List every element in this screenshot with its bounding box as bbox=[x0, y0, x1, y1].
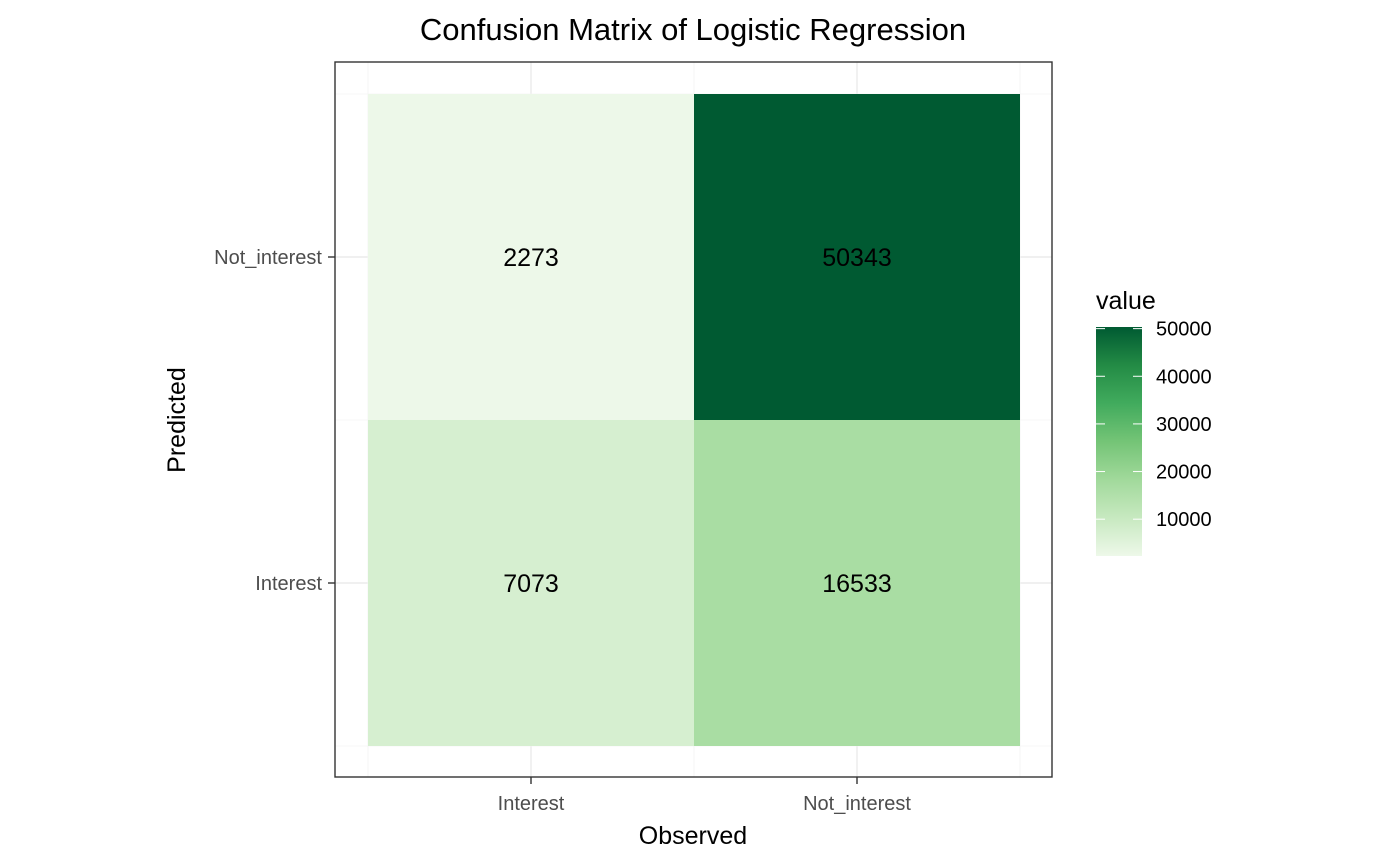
cell-value-label: 16533 bbox=[822, 570, 892, 598]
heatmap-cells: 2273 50343 7073 16533 bbox=[368, 94, 1020, 746]
x-axis-title: Observed bbox=[639, 822, 747, 850]
heatmap-cell bbox=[694, 420, 1020, 746]
heatmap-cell bbox=[368, 94, 694, 420]
legend-break-label: 30000 bbox=[1156, 414, 1212, 436]
y-axis: Interest Not_interest bbox=[214, 247, 335, 595]
heatmap-cell bbox=[694, 94, 1020, 420]
x-tick-label: Not_interest bbox=[803, 793, 911, 815]
cell-value-label: 7073 bbox=[503, 570, 559, 598]
legend-break-label: 40000 bbox=[1156, 366, 1212, 388]
cell-value-label: 50343 bbox=[822, 244, 892, 272]
panel-border bbox=[334, 61, 1053, 778]
chart-title: Confusion Matrix of Logistic Regression bbox=[420, 12, 966, 47]
y-tick-label: Interest bbox=[255, 573, 322, 595]
x-tick-label: Interest bbox=[498, 793, 565, 815]
legend-break-label: 20000 bbox=[1156, 462, 1212, 484]
x-axis: Interest Not_interest bbox=[498, 777, 911, 815]
heatmap-cell bbox=[368, 420, 694, 746]
y-axis-title: Predicted bbox=[163, 367, 191, 473]
legend-break-label: 50000 bbox=[1156, 319, 1212, 341]
cell-value-label: 2273 bbox=[503, 244, 559, 272]
legend-break-label: 10000 bbox=[1156, 509, 1212, 531]
color-legend: value 10000 20000 30000 40000 50000 bbox=[1096, 287, 1212, 556]
legend-title: value bbox=[1096, 287, 1156, 315]
y-tick-label: Not_interest bbox=[214, 247, 322, 269]
legend-colorbar bbox=[1096, 327, 1142, 556]
